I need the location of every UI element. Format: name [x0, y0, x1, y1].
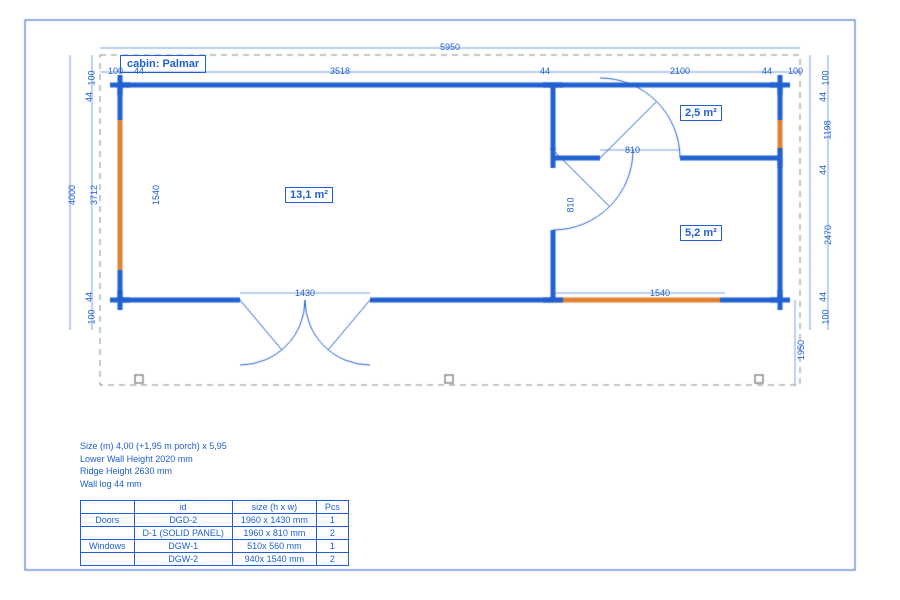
dim-label: 1540: [650, 288, 670, 298]
dim-label: 3518: [330, 66, 350, 76]
dim-label: 44: [540, 66, 550, 76]
dim-label: 810: [625, 145, 640, 155]
dim-label: 100: [821, 309, 831, 324]
room-area-label: 13,1 m²: [285, 187, 333, 203]
dim-label: 1430: [295, 288, 315, 298]
dim-label: 44: [762, 66, 772, 76]
table-header: Pcs: [316, 501, 348, 514]
dim-label: 1950: [796, 340, 806, 360]
dim-label: 44: [818, 292, 828, 302]
dim-label: 1540: [151, 185, 161, 205]
room-area-label: 2,5 m²: [680, 105, 722, 121]
spec-line: Wall log 44 mm: [80, 478, 227, 491]
dim-label: 100: [87, 70, 97, 85]
dim-label: 2470: [823, 225, 833, 245]
dim-label: 44: [134, 66, 144, 76]
table-row: DGW-2940x 1540 mm2: [81, 553, 349, 566]
dim-label: 100: [821, 70, 831, 85]
table-row: WindowsDGW-1510x 560 mm1: [81, 540, 349, 553]
table-row: DoorsDGD-21960 x 1430 mm1: [81, 514, 349, 527]
dim-label: 100: [87, 309, 97, 324]
spec-line: Lower Wall Height 2020 mm: [80, 453, 227, 466]
table-header: size (h x w): [232, 501, 316, 514]
dim-label: 44: [84, 92, 94, 102]
dim-label: 2100: [670, 66, 690, 76]
table-header: id: [134, 501, 232, 514]
plan-title: cabin: Palmar: [120, 55, 206, 73]
spec-line: Size (m) 4,00 (+1,95 m porch) x 5,95: [80, 440, 227, 453]
dim-label: 3712: [89, 185, 99, 205]
room-area-label: 5,2 m²: [680, 225, 722, 241]
dim-label: 100: [108, 66, 123, 76]
dim-label: 5950: [440, 42, 460, 52]
dim-label: 44: [818, 165, 828, 175]
dim-label: 44: [84, 292, 94, 302]
dim-label: 1198: [823, 120, 833, 139]
table-header: [81, 501, 135, 514]
dim-label: 100: [788, 66, 803, 76]
spec-table: idsize (h x w)PcsDoorsDGD-21960 x 1430 m…: [80, 500, 349, 566]
dim-label: 44: [818, 92, 828, 102]
spec-text: Size (m) 4,00 (+1,95 m porch) x 5,95Lowe…: [80, 440, 227, 490]
spec-line: Ridge Height 2630 mm: [80, 465, 227, 478]
table-row: D-1 (SOLID PANEL)1960 x 810 mm2: [81, 527, 349, 540]
dim-label: 810: [566, 197, 576, 212]
dim-label: 4000: [67, 185, 77, 205]
